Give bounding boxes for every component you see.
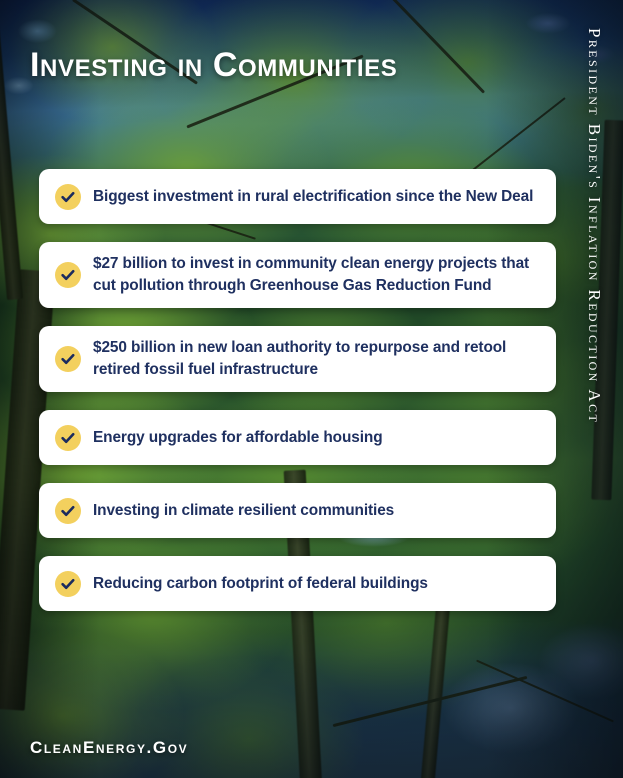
- page-title: Investing in Communities: [30, 46, 398, 84]
- benefit-card-text: Energy upgrades for affordable housing: [93, 428, 383, 446]
- check-icon: [55, 570, 81, 597]
- benefit-card-text: $27 billion to invest in community clean…: [93, 255, 530, 294]
- side-title: President Biden's Inflation Reduction Ac…: [585, 28, 604, 425]
- benefit-card-text: $250 billion in new loan authority to re…: [93, 339, 507, 378]
- benefit-card: Investing in climate resilient communiti…: [39, 483, 556, 538]
- check-icon: [55, 497, 81, 524]
- footer-website: CleanEnergy.Gov: [30, 738, 189, 757]
- benefit-card-text: Investing in climate resilient communiti…: [93, 501, 395, 519]
- benefit-card: Reducing carbon footprint of federal bui…: [39, 556, 556, 611]
- check-icon: [55, 346, 81, 372]
- benefit-card: Biggest investment in rural electrificat…: [39, 169, 556, 224]
- check-icon: [55, 183, 81, 210]
- benefit-card: Energy upgrades for affordable housing: [39, 410, 556, 465]
- benefit-card: $27 billion to invest in community clean…: [39, 242, 556, 308]
- benefit-card: $250 billion in new loan authority to re…: [39, 326, 556, 392]
- benefit-card-list: Biggest investment in rural electrificat…: [39, 169, 556, 629]
- benefit-card-text: Reducing carbon footprint of federal bui…: [93, 574, 428, 592]
- check-icon: [55, 262, 81, 288]
- benefit-card-text: Biggest investment in rural electrificat…: [93, 187, 534, 205]
- check-icon: [55, 424, 81, 451]
